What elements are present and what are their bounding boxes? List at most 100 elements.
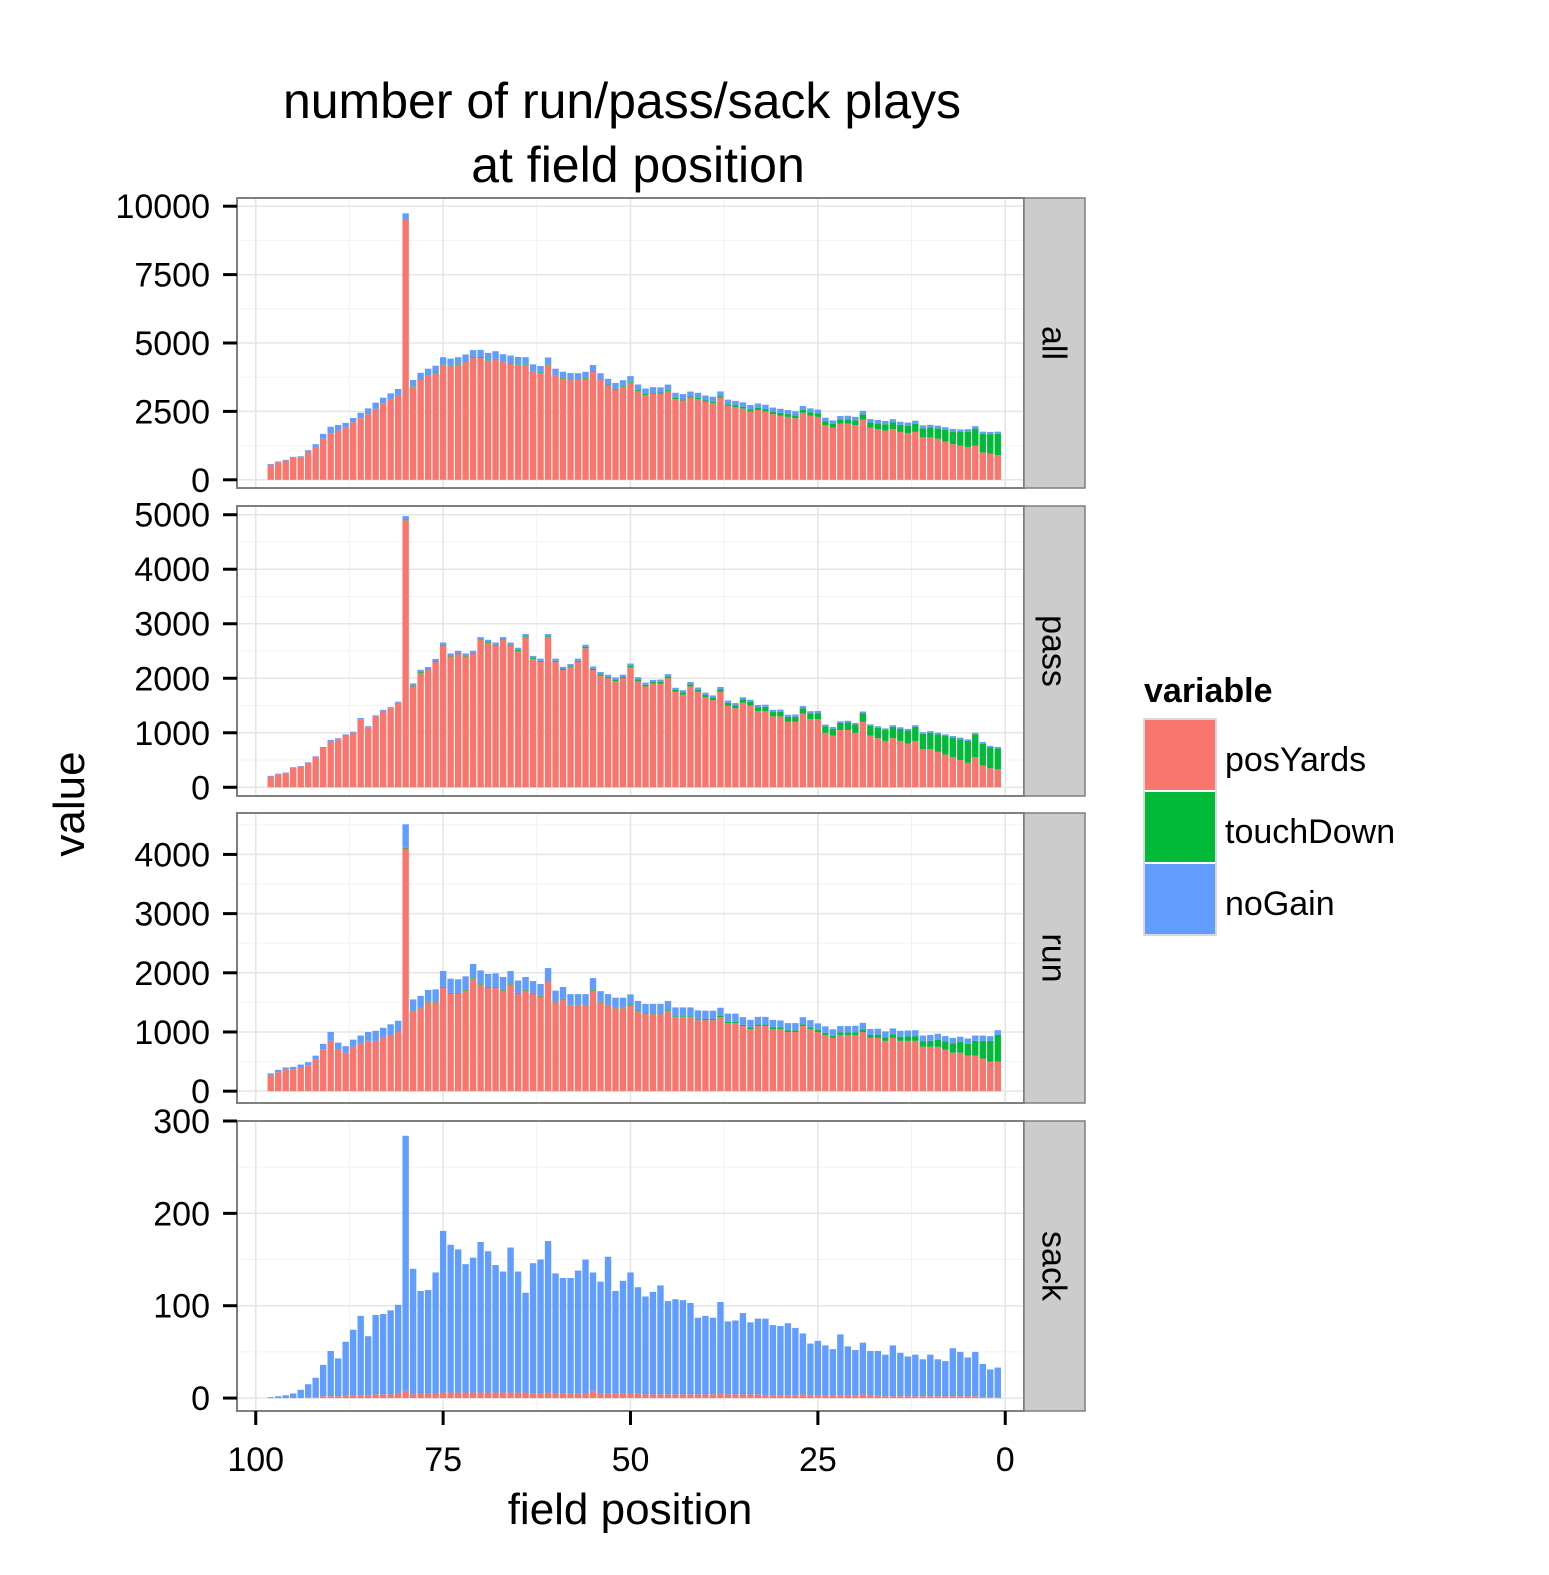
bar-noGain-16 [882, 1354, 889, 1397]
bar-noGain-64 [522, 357, 529, 365]
bar-posYards-37 [724, 405, 732, 480]
bar-posYards-50 [627, 667, 634, 788]
bar-posYards-56 [582, 378, 589, 480]
bar-touchDown-6 [957, 431, 964, 446]
bar-posYards-31 [769, 414, 777, 480]
bar-noGain-73 [454, 979, 462, 993]
bar-posYards-93 [305, 452, 312, 480]
bar-noGain-34 [747, 1322, 754, 1395]
bar-noGain-89 [335, 425, 342, 431]
bar-posYards-11 [919, 1396, 926, 1399]
bar-noGain-22 [837, 1334, 844, 1396]
bar-noGain-30 [777, 1326, 784, 1396]
bar-touchDown-57 [574, 379, 582, 380]
bar-noGain-66 [507, 971, 514, 985]
bar-noGain-21 [844, 415, 852, 420]
bar-posYards-50 [627, 1005, 634, 1092]
bar-noGain-13 [904, 1356, 912, 1397]
bar-touchDown-59 [559, 378, 567, 379]
bar-noGain-35 [739, 1017, 747, 1025]
y-tick-label: 4000 [134, 836, 210, 874]
bar-touchDown-17 [874, 423, 882, 430]
bar-posYards-62 [537, 996, 544, 1092]
bar-posYards-51 [619, 1393, 627, 1399]
y-tick-label: 5000 [134, 497, 210, 535]
bar-posYards-94 [297, 457, 304, 480]
bar-posYards-80 [402, 1390, 409, 1399]
bar-posYards-82 [387, 399, 394, 480]
bar-noGain-54 [597, 1281, 604, 1394]
bar-noGain-65 [514, 980, 522, 993]
bar-touchDown-13 [904, 730, 912, 744]
bar-noGain-3 [979, 431, 986, 434]
bar-posYards-4 [972, 445, 979, 480]
bar-posYards-31 [769, 716, 777, 788]
bar-touchDown-46 [657, 392, 664, 394]
bar-posYards-21 [844, 730, 852, 788]
bar-touchDown-41 [694, 397, 702, 400]
bar-posYards-65 [514, 364, 522, 480]
bar-touchDown-18 [867, 725, 874, 736]
bar-posYards-24 [822, 1034, 829, 1092]
bar-posYards-75 [439, 364, 447, 480]
bar-posYards-67 [499, 1392, 507, 1399]
bar-noGain-60 [552, 1273, 559, 1394]
bar-touchDown-8 [942, 430, 949, 442]
bar-posYards-67 [499, 362, 507, 480]
bar-noGain-43 [679, 1007, 687, 1017]
legend-label-posyards: posYards [1225, 741, 1366, 779]
bar-noGain-14 [897, 727, 904, 729]
bar-posYards-28 [792, 418, 799, 480]
bar-noGain-21 [844, 1026, 852, 1033]
bar-touchDown-1 [994, 748, 1001, 770]
bar-posYards-48 [642, 394, 649, 480]
bar-noGain-47 [649, 1003, 657, 1014]
bar-posYards-2 [987, 1397, 994, 1399]
bar-touchDown-1 [994, 433, 1001, 456]
bar-noGain-44 [672, 1007, 679, 1017]
bar-posYards-53 [604, 1393, 612, 1399]
bar-noGain-75 [439, 971, 447, 987]
bar-noGain-26 [807, 1020, 814, 1028]
panel-pass: pass 0 1000 2000 3000 4000 5000 [134, 497, 1086, 807]
bar-posYards-27 [799, 713, 807, 788]
bar-posYards-71 [469, 1392, 477, 1399]
chart-title-line-1: number of run/pass/sack plays [283, 73, 961, 129]
bar-touchDown-11 [919, 1041, 926, 1047]
bar-noGain-81 [394, 1304, 402, 1394]
bar-posYards-23 [829, 735, 837, 788]
bar-posYards-68 [492, 1392, 499, 1399]
bar-posYards-27 [799, 1026, 807, 1092]
bar-noGain-71 [469, 350, 477, 358]
bar-noGain-32 [762, 1318, 769, 1396]
bar-noGain-33 [754, 1016, 762, 1025]
bar-noGain-49 [634, 1000, 642, 1011]
bar-touchDown-40 [702, 400, 709, 402]
bars-run [267, 824, 1001, 1092]
bar-posYards-73 [454, 364, 462, 480]
bar-noGain-63 [529, 655, 537, 659]
bar-touchDown-65 [514, 649, 522, 651]
bar-posYards-39 [709, 1394, 717, 1399]
bar-touchDown-39 [709, 401, 717, 404]
bar-touchDown-22 [837, 1032, 844, 1035]
bar-posYards-38 [717, 1393, 724, 1399]
bar-noGain-47 [649, 679, 657, 683]
bar-noGain-87 [349, 731, 357, 733]
bar-noGain-90 [327, 1350, 334, 1397]
bar-posYards-33 [754, 710, 762, 788]
bar-touchDown-50 [627, 665, 634, 668]
bar-posYards-55 [589, 371, 597, 480]
bar-noGain-44 [672, 687, 679, 690]
bar-noGain-83 [379, 709, 387, 711]
bar-noGain-69 [484, 1251, 492, 1393]
bar-posYards-33 [754, 1026, 762, 1092]
bar-posYards-62 [537, 661, 544, 788]
bar-noGain-96 [282, 459, 289, 461]
bar-posYards-22 [837, 423, 844, 480]
bar-touchDown-53 [604, 1004, 612, 1006]
bar-touchDown-3 [979, 743, 986, 766]
bar-posYards-41 [694, 1394, 702, 1399]
bar-posYards-74 [447, 993, 454, 1092]
bar-noGain-47 [649, 387, 657, 393]
